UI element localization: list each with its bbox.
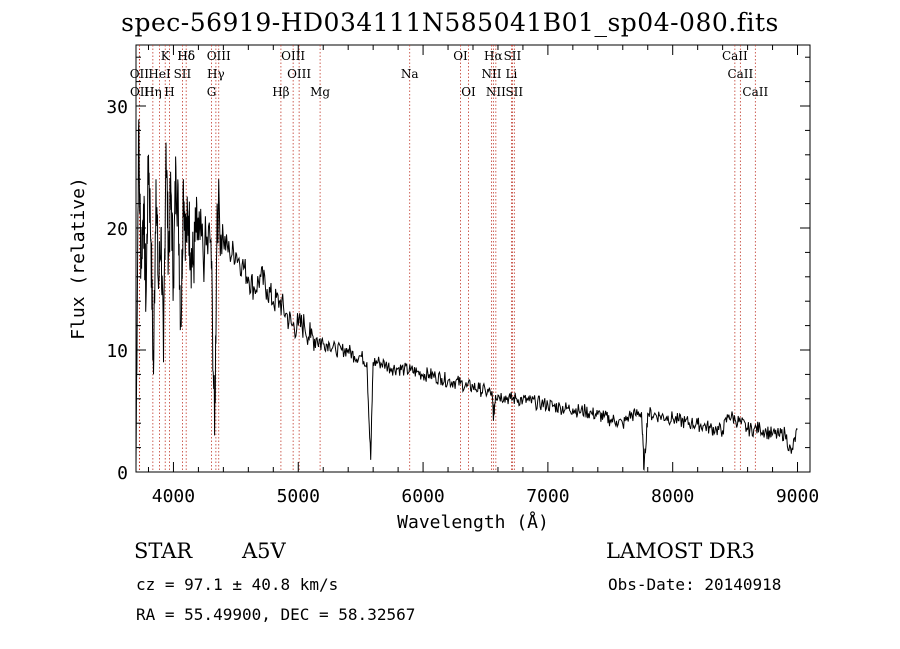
line-label: CaII	[722, 49, 748, 63]
observation-date: Obs-Date: 20140918	[608, 575, 782, 594]
line-label: Hα	[484, 49, 503, 63]
x-axis-label: Wavelength (Å)	[397, 511, 549, 533]
line-label: OI	[461, 85, 476, 99]
line-label: Hβ	[272, 85, 289, 99]
line-label: HeI	[148, 67, 171, 81]
line-label: OIII	[207, 49, 231, 63]
y-tick-label: 20	[106, 219, 128, 240]
x-tick-label: 5000	[277, 486, 320, 507]
line-label: OII	[130, 85, 150, 99]
survey-name: LAMOST DR3	[606, 539, 755, 563]
line-label: SII	[505, 85, 523, 99]
x-tick-label: 9000	[776, 486, 819, 507]
y-tick-label: 0	[117, 463, 128, 484]
line-label: Mg	[310, 85, 330, 99]
line-label: OI	[453, 49, 468, 63]
chart-title: spec-56919-HD034111N585041B01_sp04-080.f…	[121, 8, 779, 37]
line-label: K	[161, 49, 171, 63]
line-label: Hδ	[177, 49, 195, 63]
x-tick-label: 4000	[152, 486, 195, 507]
line-label: G	[207, 85, 217, 99]
y-tick-label: 10	[106, 341, 128, 362]
line-label: Hγ	[207, 67, 225, 81]
line-label: SII	[504, 49, 522, 63]
y-tick-label: 30	[106, 97, 128, 118]
object-subclass: A5V	[242, 539, 286, 563]
line-label: OIII	[287, 67, 311, 81]
x-tick-label: 8000	[651, 486, 694, 507]
object-class: STAR	[134, 539, 193, 563]
line-label: SII	[174, 67, 192, 81]
line-label: NII	[486, 85, 506, 99]
line-label: OIII	[281, 49, 305, 63]
x-tick-label: 6000	[401, 486, 444, 507]
line-label: OII	[130, 67, 150, 81]
line-label: CaII	[727, 67, 753, 81]
line-label: NII	[481, 67, 501, 81]
y-axis-label: Flux (relative)	[68, 177, 89, 340]
redshift-velocity: cz = 97.1 ± 40.8 km/s	[136, 575, 339, 594]
coordinates: RA = 55.49900, DEC = 58.32567	[136, 605, 416, 624]
flux-series-line	[135, 119, 798, 472]
line-label: Li	[506, 67, 518, 81]
line-label: Hδ	[177, 49, 195, 63]
line-label: Na	[401, 67, 419, 81]
x-tick-label: 7000	[526, 486, 569, 507]
line-label: Hη	[144, 85, 162, 99]
line-label: H	[164, 85, 174, 99]
line-label: CaII	[742, 85, 768, 99]
